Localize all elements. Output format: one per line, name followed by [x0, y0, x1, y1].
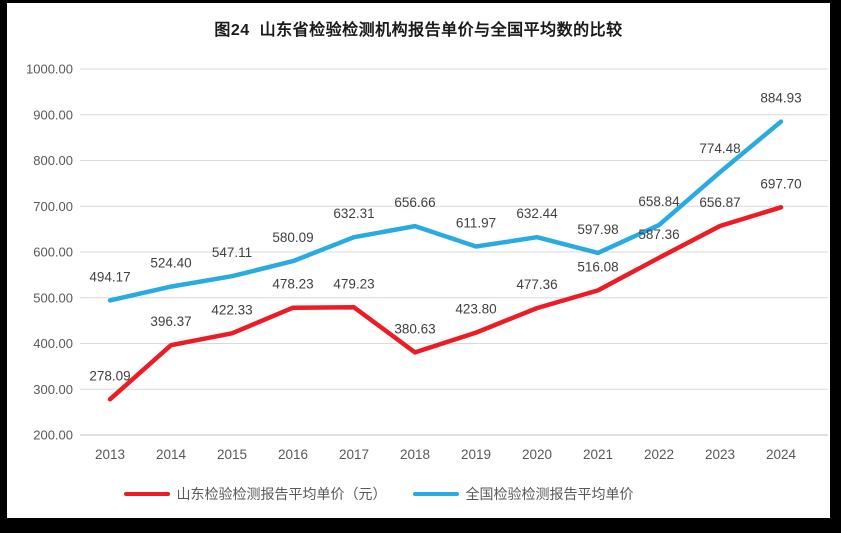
data-label-series-0: 656.87: [699, 195, 740, 210]
series-line-1: [107, 119, 784, 303]
data-label-series-0: 516.08: [577, 259, 618, 274]
x-tick-label: 2018: [400, 447, 430, 462]
chart-canvas: 图24 山东省检验检测机构报告单价与全国平均数的比较 1000.00 900.00…: [7, 3, 830, 518]
data-label-series-0: 697.70: [760, 176, 801, 191]
data-label-series-1: 632.31: [333, 206, 374, 221]
x-tick-label: 2016: [278, 447, 308, 462]
data-label-series-0: 380.63: [394, 321, 435, 336]
data-label-series-1: 494.17: [89, 269, 130, 284]
chart-legend: 山东检验检测报告平均单价（元） 全国检验检测报告平均单价: [0, 484, 790, 504]
data-label-series-1: 632.44: [516, 206, 558, 221]
data-label-series-1: 580.09: [272, 230, 313, 245]
legend-label: 山东检验检测报告平均单价（元）: [176, 486, 387, 502]
series-line-0: [107, 205, 784, 402]
x-tick-label: 2013: [95, 447, 125, 462]
legend-swatch-icon: [412, 492, 459, 496]
y-tick-label: 700.00: [33, 199, 73, 214]
y-tick-label: 800.00: [33, 153, 73, 168]
data-label-series-0: 587.36: [638, 227, 679, 242]
data-label-series-1: 884.93: [760, 91, 801, 106]
data-label-series-1: 524.40: [150, 256, 191, 271]
data-label-series-0: 396.37: [150, 314, 191, 329]
y-tick-label: 400.00: [33, 336, 73, 351]
x-tick-label: 2019: [461, 447, 491, 462]
y-tick-label: 300.00: [33, 382, 73, 397]
data-label-series-1: 597.98: [577, 222, 618, 237]
data-label-series-1: 656.66: [394, 195, 435, 210]
x-tick-label: 2020: [522, 447, 552, 462]
data-label-series-0: 477.36: [516, 277, 557, 292]
x-tick-label: 2014: [156, 447, 187, 462]
data-label-series-1: 547.11: [212, 245, 252, 260]
x-tick-label: 2021: [583, 447, 613, 462]
x-tick-label: 2024: [766, 447, 797, 462]
y-tick-label: 1000.00: [26, 62, 73, 77]
x-tick-label: 2023: [705, 447, 735, 462]
data-label-series-0: 423.80: [455, 302, 496, 317]
y-tick-label: 500.00: [33, 290, 73, 305]
x-tick-label: 2015: [217, 447, 247, 462]
legend-item-0: 山东检验检测报告平均单价（元）: [123, 484, 387, 504]
y-tick-label: 600.00: [33, 245, 73, 260]
y-tick-label: 900.00: [33, 107, 73, 122]
x-tick-label: 2017: [339, 447, 369, 462]
legend-label: 全国检验检测报告平均单价: [465, 486, 634, 502]
line-chart-plot: 1000.00 900.00 800.00 700.00 600.00 500.00 400…: [26, 62, 828, 462]
data-label-series-0: 479.23: [333, 276, 374, 291]
data-label-series-0: 422.33: [211, 302, 252, 317]
data-label-series-1: 611.97: [456, 216, 496, 231]
legend-swatch-icon: [123, 492, 170, 496]
y-tick-label: 200.00: [33, 428, 73, 443]
data-label-series-1: 774.48: [699, 141, 740, 156]
data-label-series-0: 478.23: [272, 277, 313, 292]
chart-title: 图24 山东省检验检测机构报告单价与全国平均数的比较: [214, 22, 623, 39]
data-label-series-1: 658.84: [638, 194, 680, 209]
legend-item-1: 全国检验检测报告平均单价: [412, 484, 634, 504]
x-tick-label: 2022: [644, 447, 674, 462]
data-label-series-0: 278.09: [89, 368, 130, 383]
